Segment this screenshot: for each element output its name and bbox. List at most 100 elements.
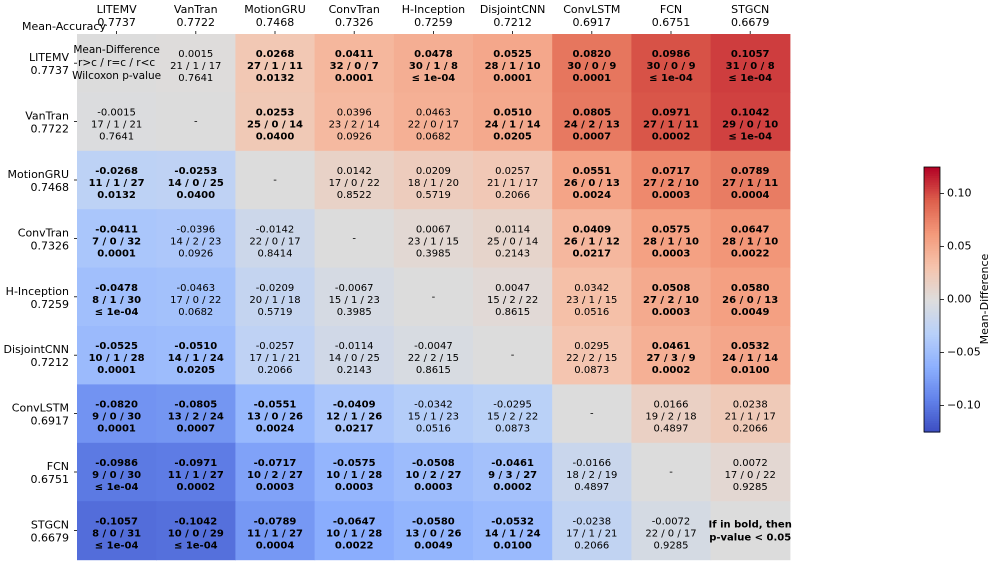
heatmap-cell bbox=[235, 267, 316, 327]
cell-annotation: -0.0986 bbox=[95, 458, 138, 469]
heatmap-cell bbox=[473, 442, 553, 502]
heatmap-cell bbox=[314, 501, 395, 561]
colorbar-gradient-step bbox=[924, 385, 940, 389]
cell-annotation: 0.0926 bbox=[337, 132, 372, 143]
heatmap-cell bbox=[314, 326, 395, 385]
colorbar-gradient-step bbox=[924, 321, 940, 325]
cell-annotation: 0.0516 bbox=[416, 424, 451, 435]
cell-annotation: -0.0257 bbox=[256, 341, 295, 352]
cell-annotation: -0.0238 bbox=[572, 516, 611, 527]
colorbar-gradient-step bbox=[924, 319, 940, 323]
heatmap-cell bbox=[314, 442, 395, 502]
note-cell-text: If in bold, then bbox=[709, 519, 792, 530]
cell-annotation: 0.0478 bbox=[414, 49, 453, 60]
heatmap-cell bbox=[473, 209, 553, 269]
heatmap-cell bbox=[77, 150, 157, 210]
colorbar-gradient-step bbox=[924, 405, 940, 409]
row-label-accuracy: 0.7737 bbox=[31, 64, 70, 77]
cell-annotation: 11 / 1 / 27 bbox=[247, 528, 303, 539]
cell-annotation: 0.2066 bbox=[574, 540, 609, 551]
colorbar-gradient-step bbox=[924, 314, 940, 318]
cell-annotation: 0.9285 bbox=[654, 540, 689, 551]
cell-annotation: -0.0072 bbox=[652, 516, 691, 527]
cell-annotation: 0.0004 bbox=[256, 540, 295, 551]
cell-annotation: 29 / 0 / 10 bbox=[722, 120, 778, 131]
heatmap-cell bbox=[710, 34, 791, 93]
row-label-model: VanTran bbox=[25, 110, 69, 123]
colorbar-gradient-step bbox=[924, 191, 940, 195]
cell-annotation: 0.0003 bbox=[256, 482, 295, 493]
heatmap-cell bbox=[393, 442, 474, 502]
cell-annotation: 9 / 0 / 30 bbox=[92, 470, 141, 481]
cell-annotation: 0.0067 bbox=[416, 224, 451, 235]
cell-annotation: 27 / 3 / 9 bbox=[646, 353, 695, 364]
cell-annotation: 0.0986 bbox=[652, 49, 691, 60]
heatmap-cell bbox=[710, 442, 791, 502]
colorbar-gradient-step bbox=[924, 367, 940, 371]
cell-annotation: 27 / 1 / 11 bbox=[247, 61, 303, 72]
cell-annotation: ≤ 1e-04 bbox=[728, 132, 772, 143]
cell-annotation: 8 / 0 / 31 bbox=[92, 528, 141, 539]
cell-annotation: 21 / 1 / 17 bbox=[725, 412, 776, 423]
cell-annotation: 14 / 1 / 24 bbox=[168, 353, 224, 364]
cell-annotation: 17 / 1 / 21 bbox=[566, 528, 617, 539]
cell-annotation: 0.0580 bbox=[731, 283, 770, 294]
cell-annotation: ≤ 1e-04 bbox=[95, 482, 139, 493]
colorbar-gradient-step bbox=[924, 186, 940, 190]
colorbar-gradient-step bbox=[924, 407, 940, 411]
colorbar-gradient-step bbox=[924, 178, 940, 181]
heatmap-cell bbox=[156, 34, 236, 93]
cell-annotation: -0.0411 bbox=[95, 224, 138, 235]
row-label-accuracy: 0.6679 bbox=[31, 531, 70, 544]
cell-annotation: 0.0409 bbox=[573, 224, 612, 235]
column-label-model: H-Inception bbox=[402, 3, 465, 16]
cell-annotation: 0.0002 bbox=[652, 365, 691, 376]
cell-annotation: 0.0001 bbox=[97, 365, 136, 376]
note-cell-text: p-value < 0.05 bbox=[709, 532, 791, 543]
cell-annotation: 0.0873 bbox=[574, 365, 609, 376]
cell-annotation: 23 / 2 / 14 bbox=[329, 120, 380, 131]
cell-annotation: 20 / 1 / 18 bbox=[249, 295, 300, 306]
cell-annotation: 0.0004 bbox=[731, 190, 770, 201]
cell-annotation: 10 / 2 / 27 bbox=[405, 470, 461, 481]
cell-annotation: 13 / 2 / 24 bbox=[168, 412, 224, 423]
cell-annotation: 0.4897 bbox=[574, 482, 609, 493]
cell-annotation: 0.0047 bbox=[495, 283, 530, 294]
cell-annotation: 17 / 0 / 22 bbox=[725, 470, 776, 481]
cell-annotation: 25 / 0 / 14 bbox=[487, 236, 538, 247]
colorbar-gradient-step bbox=[924, 374, 940, 378]
row-label-accuracy: 0.7722 bbox=[31, 123, 70, 136]
colorbar-tick-label: −0.05 bbox=[947, 346, 981, 359]
colorbar-gradient-step bbox=[924, 356, 940, 360]
cell-annotation: 0.0342 bbox=[574, 283, 609, 294]
heatmap-cell bbox=[156, 267, 236, 327]
cell-annotation: 21 / 1 / 17 bbox=[487, 178, 538, 189]
cell-annotation: 14 / 1 / 24 bbox=[485, 528, 541, 539]
cell-annotation: 0.0268 bbox=[256, 49, 295, 60]
cell-annotation: 0.1057 bbox=[731, 49, 770, 60]
colorbar-gradient-step bbox=[924, 217, 940, 221]
heatmap-cell bbox=[77, 501, 157, 561]
cell-annotation: 0.3985 bbox=[337, 307, 372, 318]
diagonal-dash: - bbox=[273, 175, 277, 186]
column-label-model: ConvLSTM bbox=[563, 3, 620, 16]
cell-annotation: 27 / 1 / 11 bbox=[722, 178, 778, 189]
cell-annotation: -0.0067 bbox=[335, 283, 374, 294]
cell-annotation: 0.0532 bbox=[731, 341, 770, 352]
row-label-accuracy: 0.6751 bbox=[31, 473, 70, 486]
cell-annotation: -0.0525 bbox=[95, 341, 138, 352]
cell-annotation: 15 / 2 / 22 bbox=[487, 295, 538, 306]
colorbar-gradient-step bbox=[924, 202, 940, 206]
cell-annotation: 0.0003 bbox=[652, 190, 691, 201]
colorbar-gradient-step bbox=[924, 220, 940, 223]
colorbar-gradient-step bbox=[924, 175, 940, 179]
colorbar-gradient-step bbox=[924, 246, 940, 250]
cell-annotation: 0.0217 bbox=[573, 248, 612, 259]
heatmap-cell bbox=[710, 501, 791, 561]
colorbar-gradient-step bbox=[924, 169, 940, 173]
colorbar-gradient-step bbox=[924, 323, 940, 327]
heatmap-cell bbox=[393, 150, 474, 210]
column-label-model: VanTran bbox=[174, 3, 218, 16]
column-label-model: LITEMV bbox=[97, 3, 138, 16]
cell-annotation: 27 / 2 / 10 bbox=[643, 295, 699, 306]
